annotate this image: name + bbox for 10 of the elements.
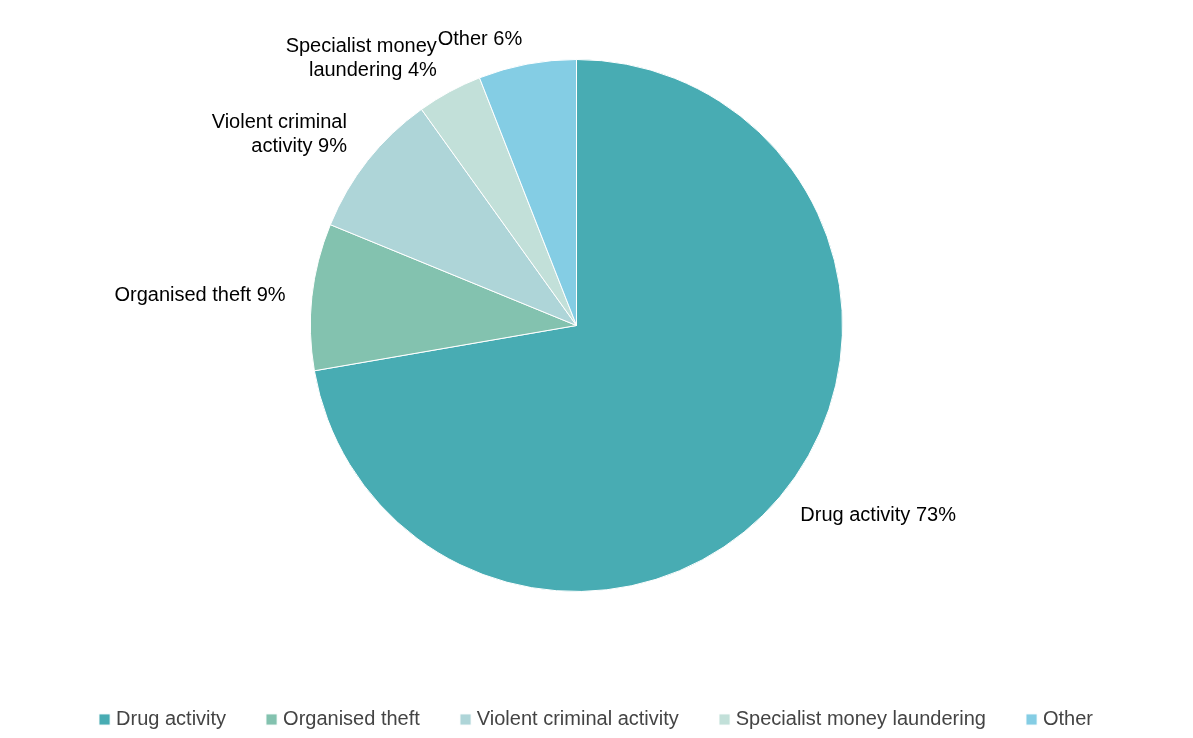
legend-label: Specialist money laundering bbox=[735, 707, 986, 730]
legend-label: Organised theft bbox=[283, 707, 420, 730]
category-label: Drug activity 73% bbox=[800, 502, 956, 525]
category-label: Other 6% bbox=[437, 26, 523, 49]
category-label: Organised theft 9% bbox=[114, 282, 286, 305]
category-label: Violent criminal activity 9% bbox=[211, 109, 347, 157]
legend-label: Violent criminal activity bbox=[476, 707, 679, 730]
legend-label: Drug activity bbox=[116, 707, 227, 730]
legend-label: Other bbox=[1042, 707, 1093, 730]
category-label: Specialist money laundering 4% bbox=[285, 34, 437, 81]
